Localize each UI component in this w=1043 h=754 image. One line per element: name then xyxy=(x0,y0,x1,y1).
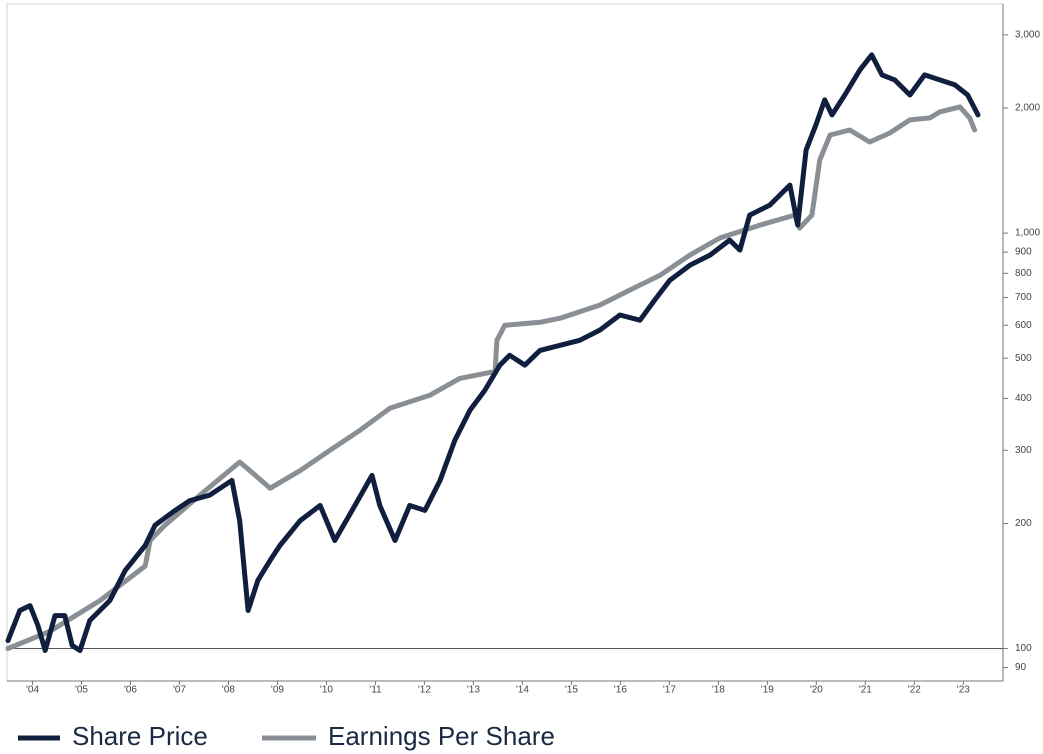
x-tick-label: '12 xyxy=(418,685,431,696)
x-tick-label: '13 xyxy=(467,685,480,696)
legend-label: Share Price xyxy=(72,721,208,751)
x-tick-label: '15 xyxy=(565,685,578,696)
x-tick-label: '08 xyxy=(222,685,235,696)
x-tick-label: '11 xyxy=(369,685,382,696)
plot-frame xyxy=(6,3,1004,682)
x-tick-label: '14 xyxy=(516,685,529,696)
x-tick-label: '07 xyxy=(173,685,186,696)
y-tick-label: 1,000 xyxy=(1015,228,1040,239)
x-tick-label: '06 xyxy=(124,685,137,696)
x-tick-label: '09 xyxy=(271,685,284,696)
y-tick-label: 90 xyxy=(1015,662,1027,673)
x-tick-label: '10 xyxy=(320,685,333,696)
x-tick-label: '17 xyxy=(663,685,676,696)
legend-label: Earnings Per Share xyxy=(328,721,555,751)
y-tick-label: 100 xyxy=(1015,643,1032,654)
y-tick-label: 500 xyxy=(1015,353,1032,364)
x-tick-label: '16 xyxy=(614,685,627,696)
x-tick-label: '05 xyxy=(75,685,88,696)
y-tick-label: 600 xyxy=(1015,320,1032,331)
y-tick-label: 800 xyxy=(1015,268,1032,279)
y-tick-label: 3,000 xyxy=(1015,30,1040,41)
x-tick-label: '18 xyxy=(712,685,725,696)
y-tick-label: 400 xyxy=(1015,393,1032,404)
x-tick-label: '22 xyxy=(908,685,921,696)
x-tick-label: '23 xyxy=(957,685,970,696)
y-tick-label: 2,000 xyxy=(1015,103,1040,114)
y-tick-label: 200 xyxy=(1015,518,1032,529)
x-tick-label: '21 xyxy=(859,685,872,696)
y-tick-label: 700 xyxy=(1015,292,1032,303)
y-tick-label: 900 xyxy=(1015,247,1032,258)
x-tick-label: '19 xyxy=(761,685,774,696)
y-tick-label: 300 xyxy=(1015,445,1032,456)
x-tick-label: '20 xyxy=(810,685,823,696)
series-line xyxy=(5,104,978,651)
series-line xyxy=(5,52,981,653)
x-tick-label: '04 xyxy=(26,685,39,696)
